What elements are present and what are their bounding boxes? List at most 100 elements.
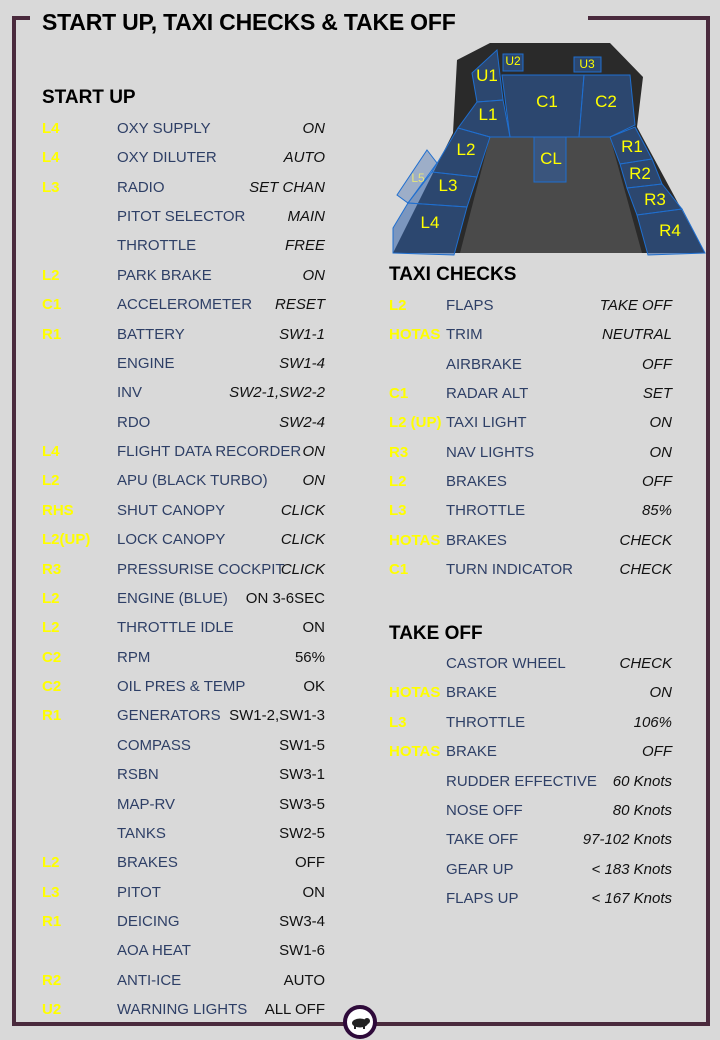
list-item: TAKE OFF 97-102 Knots <box>389 830 672 850</box>
checklist-value: OK <box>303 678 325 696</box>
panel-code: C1 <box>42 296 62 314</box>
panel-code: R3 <box>42 560 62 578</box>
checklist-value: ON <box>302 883 326 901</box>
checklist-item: NOSE OFF <box>446 802 523 819</box>
checklist-item: THROTTLE <box>117 237 197 255</box>
panel-label: L2 <box>457 140 476 159</box>
checklist-value: ON <box>302 619 326 637</box>
frame-top-left <box>12 16 30 20</box>
checklist-item: OXY SUPPLY <box>117 120 211 137</box>
list-item: RHS SHUT CANOPY CLICK <box>42 501 325 521</box>
list-item: HOTAS BRAKES CHECK <box>389 531 672 551</box>
panel-code: R1 <box>42 912 62 930</box>
panel-code: R1 <box>42 325 62 343</box>
list-item: RUDDER EFFECTIVE 60 Knots <box>389 772 672 792</box>
checklist-value: ON <box>302 443 326 461</box>
checklist-item: RUDDER EFFECTIVE <box>446 772 597 790</box>
list-item: L4 FLIGHT DATA RECORDER ON <box>42 442 325 462</box>
list-item: NOSE OFF 80 Knots <box>389 801 672 821</box>
checklist-item: BRAKE <box>446 684 497 702</box>
checklist-item: DEICING <box>117 912 180 930</box>
panel-code: R1 <box>42 707 62 725</box>
checklist-value: CLICK <box>280 531 325 549</box>
panel-code: L2 <box>42 619 60 637</box>
checklist-value: CLICK <box>280 501 325 519</box>
panel-c2 <box>578 74 636 138</box>
page-title: START UP, TAXI CHECKS & TAKE OFF <box>42 9 456 35</box>
checklist-value: SW2-4 <box>279 413 325 431</box>
checklist-value: < 183 Knots <box>591 860 672 878</box>
checklist-item: FLIGHT DATA RECORDER <box>117 443 302 461</box>
checklist-item: OXY DILUTER <box>117 149 217 167</box>
panel-label: U1 <box>476 66 498 85</box>
panel-label: L1 <box>479 105 498 124</box>
panel-label: C1 <box>536 92 558 111</box>
panel-label: CL <box>540 149 562 168</box>
panel-l1 <box>457 99 511 138</box>
list-item: COMPASS SW1-5 <box>42 736 325 756</box>
checklist-item: ENGINE (BLUE) <box>117 589 228 607</box>
checklist-value: SW1-6 <box>279 942 325 960</box>
panel-code: L3 <box>389 502 407 520</box>
panel-label: L5 <box>411 171 425 185</box>
list-item: L3 RADIO SET CHAN <box>42 178 325 198</box>
checklist-item: ACCELEROMETER <box>117 296 253 314</box>
list-item: L2 APU (BLACK TURBO) ON <box>42 471 325 491</box>
checklist-item: RADIO <box>117 178 165 196</box>
checklist-value: SW1-5 <box>279 736 325 754</box>
checklist-value: CHECK <box>619 531 672 549</box>
panel-code: L4 <box>42 443 60 461</box>
list-item: R1 BATTERY SW1-1 <box>42 325 325 345</box>
list-item: R2 ANTI-ICE AUTO <box>42 971 325 991</box>
checklist-item: RDO <box>117 413 151 431</box>
checklist-value: FREE <box>284 237 325 255</box>
panel-code: HOTAS <box>389 684 441 702</box>
panel-code: HOTAS <box>389 326 441 344</box>
checklist-item: AIRBRAKE <box>446 355 522 373</box>
panel-code: U2 <box>42 1001 62 1019</box>
checklist-item: TAKE OFF <box>446 831 519 849</box>
checklist-item: CASTOR WHEEL <box>446 655 566 672</box>
list-item: C1 ACCELEROMETER RESET <box>42 295 325 315</box>
checklist-item: ANTI-ICE <box>117 971 182 989</box>
list-item: CASTOR WHEEL CHECK <box>389 654 672 674</box>
panel-code: L2 <box>42 266 60 284</box>
checklist-item: FLAPS UP <box>446 890 519 908</box>
checklist-value: ALL OFF <box>264 1001 325 1019</box>
checklist-item: GENERATORS <box>117 707 221 725</box>
checklist-value: CLICK <box>280 560 325 578</box>
checklist-item: RPM <box>117 648 151 666</box>
frame-left <box>12 16 16 1026</box>
panel-code: L2(UP) <box>42 531 91 549</box>
list-item: L2 ENGINE (BLUE) ON 3-6SEC <box>42 589 325 609</box>
checklist-value: 106% <box>633 713 672 731</box>
checklist-item: TANKS <box>117 824 166 842</box>
list-item: HOTAS BRAKE ON <box>389 683 672 703</box>
list-item: FLAPS UP < 167 Knots <box>389 889 672 909</box>
list-item: L2 THROTTLE IDLE ON <box>42 618 325 638</box>
take-off-heading: TAKE OFF <box>389 623 483 644</box>
checklist-item: TRIM <box>446 326 483 344</box>
list-item: R1 DEICING SW3-4 <box>42 912 325 932</box>
checklist-value: 56% <box>294 648 325 666</box>
checklist-value: AUTO <box>283 149 325 167</box>
list-item: AOA HEAT SW1-6 <box>42 941 325 961</box>
list-item: R3 NAV LIGHTS ON <box>389 443 672 463</box>
frame-right <box>706 16 710 1026</box>
checklist-value: ON <box>649 684 673 702</box>
list-item: L2 BRAKES OFF <box>42 853 325 873</box>
start-up-heading: START UP <box>42 87 136 108</box>
panel-code: R2 <box>42 971 62 989</box>
panel-l4 <box>392 202 468 256</box>
list-item: L2 BRAKES OFF <box>389 472 672 492</box>
list-item: MAP-RV SW3-5 <box>42 795 325 815</box>
checklist-value: ON <box>649 414 673 432</box>
checklist-item: THROTTLE <box>446 713 526 731</box>
panel-label: C2 <box>595 92 617 111</box>
panel-code: L3 <box>42 178 60 196</box>
checklist-value: AUTO <box>283 971 325 989</box>
panel-label: R2 <box>629 164 651 183</box>
checklist-item: COMPASS <box>117 736 191 754</box>
checklist-value: CHECK <box>619 655 672 672</box>
checklist-value: ON <box>302 266 326 284</box>
